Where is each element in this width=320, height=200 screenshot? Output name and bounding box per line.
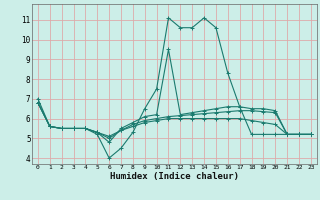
X-axis label: Humidex (Indice chaleur): Humidex (Indice chaleur) [110, 172, 239, 181]
